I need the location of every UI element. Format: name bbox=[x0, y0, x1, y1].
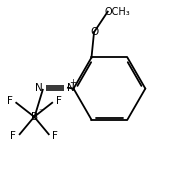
Text: N: N bbox=[35, 83, 43, 93]
Text: F: F bbox=[7, 96, 12, 106]
Text: O: O bbox=[90, 27, 98, 37]
Text: ⁻: ⁻ bbox=[38, 107, 43, 116]
Text: F: F bbox=[56, 96, 62, 106]
Text: F: F bbox=[10, 131, 16, 141]
Text: N: N bbox=[67, 83, 74, 93]
Text: OCH₃: OCH₃ bbox=[104, 7, 130, 17]
Text: B: B bbox=[31, 112, 38, 122]
Text: F: F bbox=[52, 131, 58, 141]
Text: +: + bbox=[70, 78, 76, 87]
